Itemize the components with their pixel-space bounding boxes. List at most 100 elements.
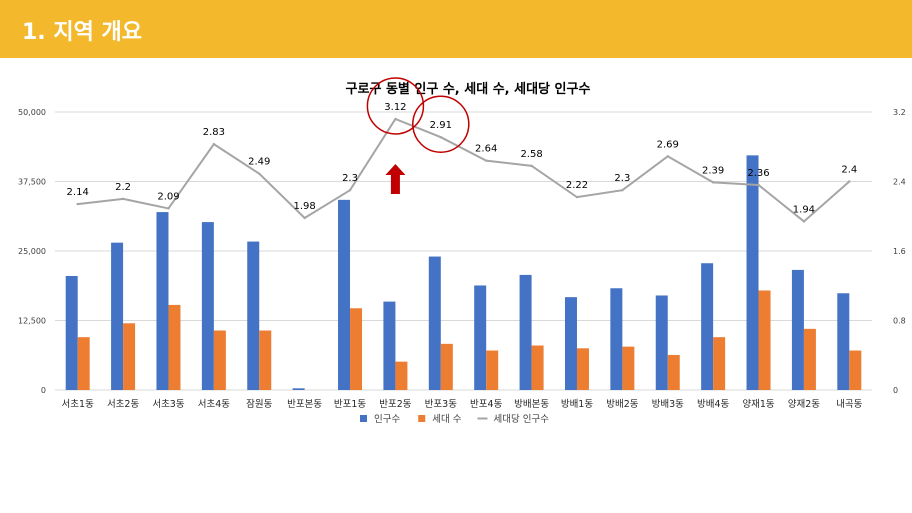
ratio-point	[666, 155, 669, 158]
header-bar: 1. 지역 개요	[0, 0, 912, 58]
bar-households	[758, 290, 771, 390]
ratio-data-label: 2.2	[115, 182, 131, 193]
ratio-point	[394, 117, 397, 121]
ratio-data-label: 2.64	[475, 144, 497, 155]
category-label: 방배본동	[514, 399, 549, 410]
ratio-labels: 2.14 2.2 2.09 2.83 2.49 1.98 2.3 3.12 2.91 2.64 2.…	[67, 102, 858, 216]
left-tick-label: 25,000	[18, 247, 46, 256]
category-label: 반포3동	[425, 399, 458, 410]
right-tick-label: 0	[893, 386, 898, 395]
ratio-data-label: 2.83	[203, 127, 225, 138]
bar-population	[655, 295, 668, 390]
ratio-point	[258, 172, 261, 175]
ratio-data-label: 3.12	[384, 102, 406, 113]
ratio-point	[303, 216, 306, 220]
highlight-annotations	[366, 77, 470, 194]
ratio-data-label: 2.3	[342, 173, 358, 184]
highlight-circle	[412, 95, 470, 153]
ratio-data-label: 2.49	[248, 157, 270, 168]
ratio-point	[348, 188, 352, 192]
gridlines	[55, 111, 872, 391]
bar-households	[667, 354, 680, 390]
bar-population	[156, 212, 169, 390]
bar-households	[123, 323, 136, 390]
left-tick-label: 50,000	[18, 108, 46, 117]
bar-population	[564, 297, 577, 390]
legend-label: 인구수	[374, 414, 400, 425]
bar-households	[259, 330, 272, 390]
bar-population	[292, 388, 305, 390]
category-label: 잠원동	[246, 399, 272, 410]
bar-population	[791, 269, 804, 390]
category-label: 반포본동	[287, 399, 322, 410]
ratio-point	[167, 207, 170, 210]
bar-population	[247, 241, 260, 390]
bar-households	[77, 337, 90, 390]
bar-population	[837, 293, 850, 390]
bar-households	[576, 348, 589, 390]
bars	[65, 155, 862, 390]
right-tick-label: 1.6	[893, 247, 906, 256]
chart-title: 구로구 동별 인구 수, 세대 수, 세대당 인구수	[346, 81, 591, 97]
bar-households	[440, 343, 453, 390]
legend-label: 세대당 인구수	[493, 414, 549, 425]
right-tick-label: 3.2	[893, 108, 906, 117]
ratio-point	[575, 195, 579, 199]
category-labels: 서초1동 서초2동 서초3동 서초4동 잠원동 반포본동 반포1동 반포2동 반포3동 반포4동 방…	[62, 399, 863, 410]
ratio-point	[121, 197, 125, 201]
highlight-circle	[366, 77, 425, 135]
legend-swatch	[360, 415, 367, 422]
left-tick-label: 0	[41, 386, 46, 395]
bar-households	[213, 330, 226, 390]
ratio-data-label: 2.09	[157, 191, 179, 202]
category-label: 양재2동	[788, 399, 821, 410]
category-label: 반포4동	[470, 399, 503, 410]
right-axis-ticks: 0 0.8 1.6 2.4 3.2	[893, 108, 906, 395]
ratio-data-label: 2.91	[430, 120, 452, 131]
bar-population	[610, 288, 623, 390]
ratio-data-label: 1.98	[294, 201, 316, 212]
bar-households	[395, 361, 408, 390]
ratio-data-label: 2.22	[566, 180, 588, 191]
ratio-point	[484, 159, 488, 162]
ratio-point	[711, 181, 715, 184]
category-label: 방배2동	[606, 399, 639, 410]
bar-population	[338, 199, 351, 390]
ratio-data-label: 2.36	[747, 168, 769, 179]
bar-households	[849, 350, 862, 390]
ratio-point	[802, 220, 806, 223]
ratio-point	[439, 135, 443, 139]
legend: 인구수 세대 수 세대당 인구수	[360, 414, 549, 425]
bar-population	[65, 276, 78, 390]
bar-households	[803, 328, 816, 390]
ratio-point	[757, 183, 760, 187]
bar-households	[350, 308, 363, 390]
ratio-point	[212, 142, 216, 146]
bar-households	[713, 337, 726, 390]
ratio-data-label: 2.3	[614, 173, 630, 184]
ratio-point	[530, 164, 533, 168]
bar-population	[519, 274, 532, 390]
ratio-data-label: 2.14	[67, 187, 89, 198]
category-label: 양재1동	[742, 399, 775, 410]
bar-population	[474, 285, 487, 390]
up-arrow-icon	[385, 163, 406, 194]
category-label: 서초1동	[62, 399, 95, 410]
ratio-data-label: 2.69	[657, 139, 679, 150]
left-tick-label: 12,500	[18, 317, 46, 326]
category-label: 방배3동	[652, 399, 685, 410]
category-label: 방배4동	[697, 399, 730, 410]
category-label: 서초2동	[107, 399, 140, 410]
category-label: 반포1동	[334, 399, 367, 410]
ratio-data-label: 2.39	[702, 165, 724, 176]
right-tick-label: 0.8	[893, 317, 906, 326]
ratio-line	[76, 117, 851, 223]
bar-population	[428, 256, 441, 390]
bar-population	[746, 155, 759, 390]
ratio-point	[621, 188, 624, 192]
bar-households	[486, 350, 499, 390]
ratio-data-label: 2.4	[841, 165, 857, 176]
bar-population	[111, 242, 124, 390]
legend-swatch	[418, 415, 426, 422]
